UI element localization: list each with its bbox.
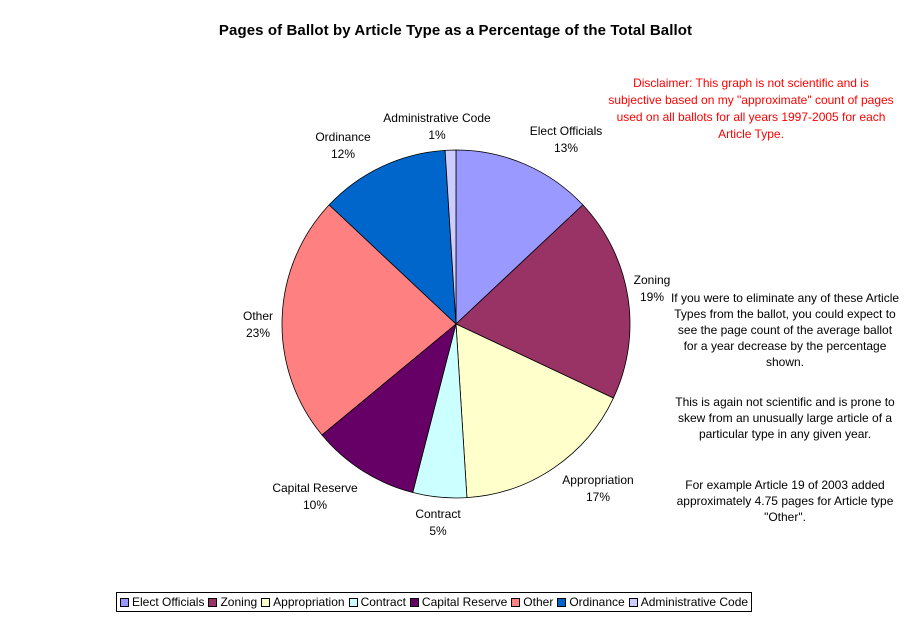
pie-slice-ordinance <box>328 149 457 325</box>
legend-item-other: Other <box>511 595 553 609</box>
pie-slice-zoning <box>455 204 631 399</box>
legend-item-ordinance: Ordinance <box>557 595 625 609</box>
pie-slice-other <box>281 204 457 436</box>
legend-item-contract: Contract <box>348 595 406 609</box>
slice-label-appropriation: Appropriation 17% <box>562 473 633 504</box>
legend-swatch <box>348 597 358 607</box>
pie-slice-appropriation <box>455 323 614 499</box>
chart-legend: Elect Officials Zoning Appropriation Contra… <box>116 592 753 612</box>
note-eliminate-types: If you were to eliminate any of these Ar… <box>670 291 900 369</box>
pie-slice-capital-reserve <box>321 322 457 494</box>
pie-slice-administrative-code <box>444 149 457 325</box>
note-example-article: For example Article 19 of 2003 added app… <box>676 478 894 524</box>
legend-label: Appropriation <box>273 595 345 609</box>
legend-swatch <box>120 597 129 607</box>
legend-item-administrative-code: Administrative Code <box>628 595 749 609</box>
legend-swatch <box>261 597 271 607</box>
chart-title: Pages of Ballot by Article Type as a Per… <box>218 22 693 39</box>
legend-item-zoning: Zoning <box>208 595 257 609</box>
legend-label: Administrative Code <box>640 595 749 609</box>
legend-item-capital-reserve: Capital Reserve <box>409 595 508 609</box>
slice-label-contract: Contract 5% <box>415 507 461 538</box>
legend-swatch <box>628 597 638 607</box>
slice-label-administrative-code: Administrative Code 1% <box>383 111 491 142</box>
slice-label-ordinance: Ordinance 12% <box>315 130 371 161</box>
note-not-scientific: This is again not scientific and is pron… <box>675 395 895 441</box>
pie-chart: Elect Officials 13% Zoning 19% Appropriation… <box>243 111 671 538</box>
slice-label-other: Other 23% <box>243 309 273 340</box>
slice-label-elect-officials: Elect Officials 13% <box>530 124 602 155</box>
pie-slice-elect-officials <box>455 149 584 325</box>
legend-label: Zoning <box>220 595 258 609</box>
legend-swatch <box>557 597 567 607</box>
disclaimer-text: Disclaimer: This graph is not scientific… <box>608 76 894 141</box>
legend-label: Elect Officials <box>132 595 205 609</box>
slice-label-capital-reserve: Capital Reserve 10% <box>272 481 358 512</box>
legend-item-appropriation: Appropriation <box>261 595 345 609</box>
legend-swatch <box>409 597 419 607</box>
legend-label: Other <box>523 595 554 609</box>
legend-label: Capital Reserve <box>421 595 508 609</box>
slice-label-zoning: Zoning 19% <box>634 273 671 304</box>
legend-swatch <box>511 597 521 607</box>
legend-item-elect-officials: Elect Officials <box>120 595 204 609</box>
legend-swatch <box>208 597 218 607</box>
legend-label: Ordinance <box>569 595 625 609</box>
legend-label: Contract <box>360 595 406 609</box>
